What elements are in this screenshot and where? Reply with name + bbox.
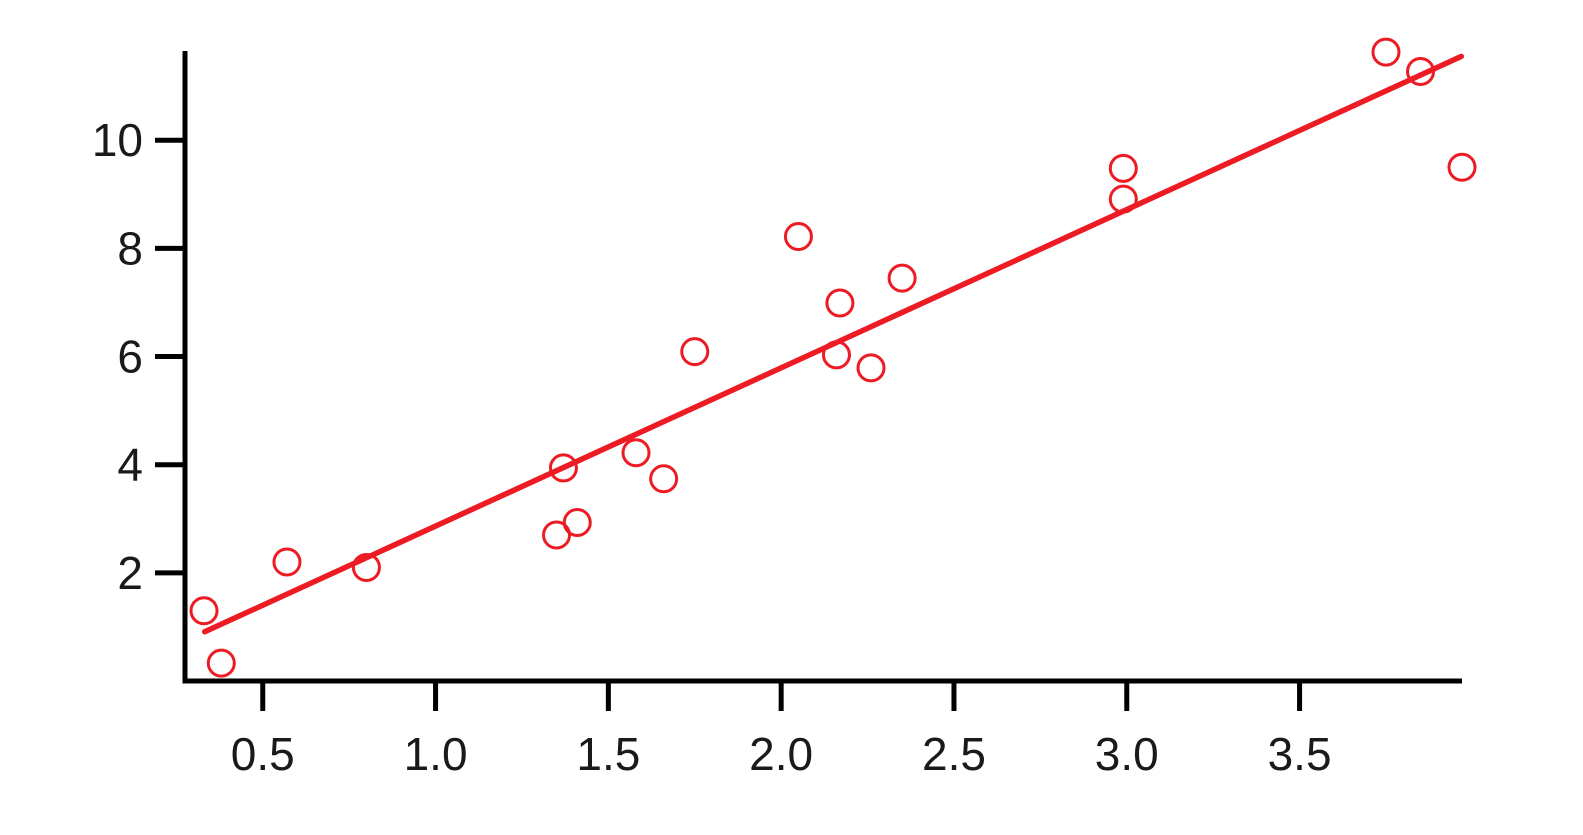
data-point	[548, 453, 578, 483]
data-point	[825, 288, 855, 318]
data-point	[1371, 37, 1401, 67]
y-tick-label: 4	[117, 439, 143, 491]
x-tick-label: 0.5	[231, 728, 295, 780]
data-point	[542, 520, 572, 550]
data-point	[887, 263, 917, 293]
data-point	[562, 508, 592, 538]
x-tick-label: 1.0	[404, 728, 468, 780]
y-tick-label: 8	[117, 222, 143, 274]
data-point	[272, 547, 302, 577]
data-point	[783, 221, 813, 251]
data-point	[621, 438, 651, 468]
data-point	[649, 464, 679, 494]
y-tick-label: 6	[117, 331, 143, 383]
y-tick-label: 2	[117, 547, 143, 599]
x-tick-label: 2.0	[749, 728, 813, 780]
data-point	[856, 353, 886, 383]
y-tick-label: 10	[92, 114, 143, 166]
trend-line	[201, 53, 1465, 635]
x-tick-label: 3.0	[1095, 728, 1159, 780]
x-tick-label: 1.5	[576, 728, 640, 780]
x-tick-label: 3.5	[1268, 728, 1332, 780]
data-point	[1447, 152, 1477, 182]
data-point	[189, 596, 219, 626]
data-point	[206, 648, 236, 678]
data-point	[351, 552, 381, 582]
data-point	[680, 337, 710, 367]
data-point	[1108, 153, 1138, 183]
x-tick-label: 2.5	[922, 728, 986, 780]
